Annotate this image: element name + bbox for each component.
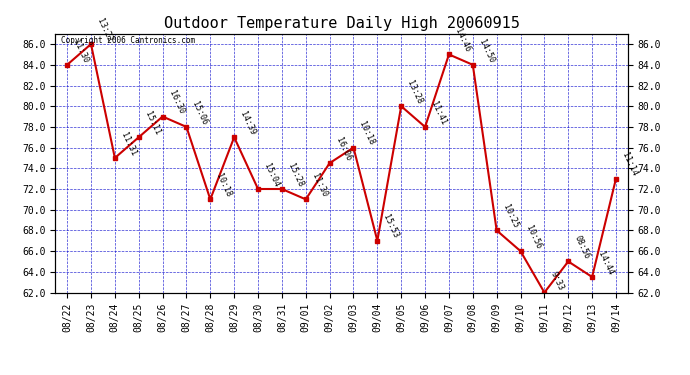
Text: 13:28: 13:28 xyxy=(405,79,424,105)
Text: 14:39: 14:39 xyxy=(238,110,257,136)
Text: Copyright 2006 Cantronics.com: Copyright 2006 Cantronics.com xyxy=(61,36,195,45)
Text: 14:50: 14:50 xyxy=(477,38,495,64)
Text: 10:25: 10:25 xyxy=(501,203,520,229)
Text: 9:33: 9:33 xyxy=(549,270,565,292)
Text: 16:06: 16:06 xyxy=(334,136,353,162)
Text: 11:14: 11:14 xyxy=(620,152,639,178)
Text: 10:18: 10:18 xyxy=(357,120,376,147)
Text: 14:46: 14:46 xyxy=(453,27,472,54)
Text: 15:28: 15:28 xyxy=(286,162,305,188)
Text: 15:06: 15:06 xyxy=(190,100,209,126)
Text: 11:30: 11:30 xyxy=(71,38,90,64)
Text: 13:22: 13:22 xyxy=(95,17,114,44)
Text: 11:31: 11:31 xyxy=(119,131,138,157)
Text: 11:41: 11:41 xyxy=(429,100,448,126)
Text: 10:56: 10:56 xyxy=(524,224,544,251)
Text: 15:11: 15:11 xyxy=(143,110,161,136)
Text: 08:56: 08:56 xyxy=(573,234,591,261)
Text: 15:53: 15:53 xyxy=(382,213,400,240)
Text: 14:44: 14:44 xyxy=(596,250,615,276)
Title: Outdoor Temperature Daily High 20060915: Outdoor Temperature Daily High 20060915 xyxy=(164,16,520,31)
Text: 16:30: 16:30 xyxy=(167,89,186,116)
Text: 11:30: 11:30 xyxy=(310,172,328,199)
Text: 15:04: 15:04 xyxy=(262,162,281,188)
Text: 10:18: 10:18 xyxy=(215,172,233,199)
